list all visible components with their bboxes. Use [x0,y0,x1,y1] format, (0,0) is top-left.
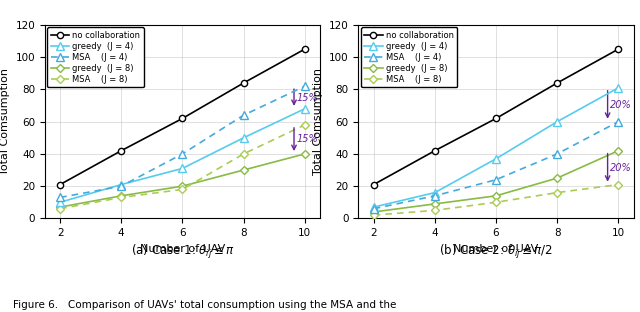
MSA    (J = 4) [56,196,64,199]
MSA    (J = 8) [240,152,248,156]
Text: Figure 6.   Comparison of UAVs' total consumption using the MSA and the: Figure 6. Comparison of UAVs' total cons… [13,300,396,310]
Line: MSA    (J = 8): MSA (J = 8) [371,181,621,218]
Text: 15%: 15% [296,92,318,103]
greedy  (J = 8) [240,168,248,172]
greedy  (J = 4) [431,191,438,194]
Legend: no collaboration, greedy  (J = 4), MSA    (J = 4), greedy  (J = 8), MSA    (J = : no collaboration, greedy (J = 4), MSA (J… [361,27,457,87]
greedy  (J = 8) [492,194,500,198]
greedy  (J = 4) [492,157,500,161]
MSA    (J = 4) [614,120,622,124]
Text: (a) Case 1: $\theta_{ij} \leq \pi$: (a) Case 1: $\theta_{ij} \leq \pi$ [131,243,234,261]
MSA    (J = 8) [492,200,500,204]
MSA    (J = 8) [301,123,308,127]
greedy  (J = 4) [370,205,378,209]
Line: greedy  (J = 4): greedy (J = 4) [56,105,308,206]
Line: no collaboration: no collaboration [371,46,621,188]
Line: no collaboration: no collaboration [57,46,308,188]
no collaboration [614,47,622,51]
Legend: no collaboration, greedy  (J = 4), MSA    (J = 4), greedy  (J = 8), MSA    (J = : no collaboration, greedy (J = 4), MSA (J… [47,27,143,87]
MSA    (J = 4) [117,184,125,188]
greedy  (J = 4) [614,86,622,90]
Line: greedy  (J = 8): greedy (J = 8) [57,151,308,210]
greedy  (J = 8) [431,202,438,206]
Line: MSA    (J = 4): MSA (J = 4) [56,82,308,201]
greedy  (J = 4) [56,200,64,204]
MSA    (J = 8) [117,196,125,199]
X-axis label: Number of UAV: Number of UAV [140,244,225,254]
MSA    (J = 4) [301,84,308,88]
MSA    (J = 8) [56,207,64,211]
Line: greedy  (J = 8): greedy (J = 8) [371,148,621,215]
greedy  (J = 8) [614,149,622,153]
Line: greedy  (J = 4): greedy (J = 4) [370,84,622,211]
no collaboration [370,183,378,187]
Line: MSA    (J = 8): MSA (J = 8) [57,122,308,212]
Y-axis label: Total Comsumption: Total Comsumption [0,68,10,175]
MSA    (J = 4) [431,194,438,198]
MSA    (J = 4) [240,113,248,117]
Text: 20%: 20% [610,100,632,110]
greedy  (J = 8) [554,176,561,180]
greedy  (J = 8) [56,205,64,209]
no collaboration [179,117,186,120]
MSA    (J = 4) [492,178,500,182]
greedy  (J = 4) [301,107,308,111]
MSA    (J = 8) [554,191,561,194]
greedy  (J = 8) [370,210,378,214]
greedy  (J = 4) [179,167,186,170]
greedy  (J = 4) [117,183,125,187]
Text: 20%: 20% [610,163,632,173]
MSA    (J = 4) [370,207,378,211]
greedy  (J = 8) [301,152,308,156]
MSA    (J = 8) [431,208,438,212]
MSA    (J = 4) [554,152,561,156]
no collaboration [56,183,64,187]
MSA    (J = 8) [179,188,186,191]
no collaboration [554,81,561,85]
greedy  (J = 4) [554,120,561,124]
X-axis label: Number of UAV: Number of UAV [453,244,539,254]
Text: 15%: 15% [296,134,318,144]
Line: MSA    (J = 4): MSA (J = 4) [370,118,622,212]
greedy  (J = 8) [117,194,125,198]
no collaboration [117,149,125,153]
no collaboration [240,81,248,85]
Y-axis label: Total Comsumption: Total Comsumption [314,68,323,175]
Text: (b) Case 2: $\theta_{ij} \leq \pi/2$: (b) Case 2: $\theta_{ij} \leq \pi/2$ [439,243,553,261]
MSA    (J = 4) [179,152,186,156]
no collaboration [492,117,500,120]
greedy  (J = 4) [240,136,248,140]
no collaboration [301,47,308,51]
greedy  (J = 8) [179,184,186,188]
no collaboration [431,149,438,153]
MSA    (J = 8) [614,183,622,187]
MSA    (J = 8) [370,213,378,217]
